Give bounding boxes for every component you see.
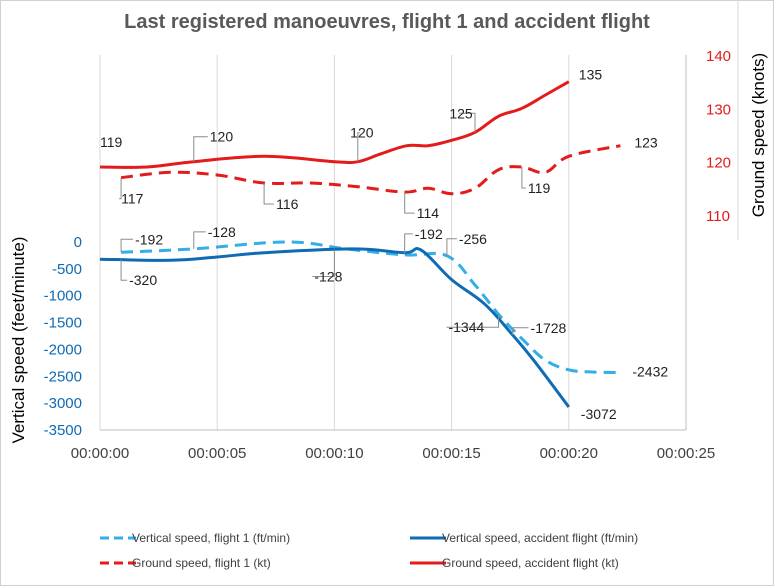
data-label: 119 [100, 134, 123, 150]
series-line-vs_flight1 [121, 240, 621, 375]
axes: 00:00:00 00:00:05 00:00:10 00:00:15 00:00:20… [44, 48, 731, 462]
data-label-leader [404, 233, 413, 255]
data-label: -3072 [581, 406, 617, 422]
legend-label: Vertical speed, accident flight (ft/min) [442, 531, 638, 545]
data-labels: 119 120 120 125 135 117 116 114 119 123 -192 -128 -1… [100, 67, 668, 422]
data-label: 120 [350, 125, 374, 141]
series-line-vs_accident [99, 247, 571, 408]
y-left-tick-label: 0 [74, 234, 82, 251]
y-left-tick-label: -500 [52, 261, 82, 278]
data-label: -1728 [531, 320, 567, 336]
chart-title: Last registered manoeuvres, flight 1 and… [124, 11, 650, 33]
data-label: 116 [276, 196, 299, 212]
data-label-leader [120, 238, 134, 253]
data-label-leader [312, 249, 335, 277]
y-left-axis-title: Vertical speed (feet/minute) [9, 237, 28, 444]
series-line-gs_accident [99, 80, 570, 169]
data-label-leader [357, 132, 360, 162]
y-right-tick-label: 140 [706, 48, 731, 65]
y-left-tick-label: -1500 [44, 315, 82, 332]
x-tick-label: 00:00:15 [422, 445, 480, 462]
data-label: -128 [208, 224, 236, 240]
data-label: 135 [579, 67, 603, 83]
legend-label: Ground speed, flight 1 (kt) [132, 556, 271, 570]
legend-label: Vertical speed, flight 1 (ft/min) [132, 531, 290, 545]
y-left-tick-label: -3500 [44, 422, 82, 439]
data-label-leader [521, 167, 526, 189]
y-right-tick-label: 110 [706, 208, 730, 225]
data-label: 114 [417, 205, 440, 221]
data-label: 125 [449, 105, 473, 121]
data-label-leader [193, 231, 206, 249]
data-label: -128 [314, 269, 342, 285]
data-label-leader [446, 314, 499, 328]
data-label-leader [193, 136, 208, 162]
data-label: -320 [129, 272, 157, 288]
data-label: 119 [528, 180, 551, 196]
x-tick-label: 00:00:05 [188, 445, 246, 462]
y-left-tick-label: -3000 [44, 395, 82, 412]
data-label: -256 [459, 231, 487, 247]
y-left-tick-label: -2500 [44, 368, 82, 385]
data-label-leader [446, 238, 457, 256]
y-right-tick-label: 130 [706, 101, 731, 118]
legend-label: Ground speed, accident flight (kt) [442, 556, 619, 570]
y-right-tick-label: 120 [706, 155, 731, 172]
data-label: 117 [121, 191, 144, 207]
data-label-leader [459, 112, 476, 133]
data-label-leader [512, 327, 529, 335]
data-label: -192 [415, 226, 443, 242]
data-label: 120 [210, 129, 234, 145]
y-left-tick-label: -2000 [44, 341, 82, 358]
data-label: -1344 [448, 319, 484, 335]
y-left-tick-label: -1000 [44, 288, 82, 305]
data-label: -2432 [632, 364, 668, 380]
data-label-leader [404, 192, 415, 214]
x-tick-label: 00:00:25 [657, 445, 715, 462]
x-tick-label: 00:00:20 [540, 445, 598, 462]
y-right-axis-title: Ground speed (knots) [749, 53, 768, 217]
x-tick-label: 00:00:00 [71, 445, 129, 462]
data-label: 123 [634, 135, 658, 151]
series-layer [99, 80, 621, 408]
series-line-gs_flight1 [120, 144, 621, 196]
data-label-leader [119, 177, 122, 200]
legend: Vertical speed, flight 1 (ft/min) Vertica… [100, 531, 638, 570]
data-label: -192 [135, 231, 163, 247]
data-label-leader [120, 259, 128, 281]
data-label-leader [263, 183, 275, 205]
x-tick-label: 00:00:10 [305, 445, 363, 462]
